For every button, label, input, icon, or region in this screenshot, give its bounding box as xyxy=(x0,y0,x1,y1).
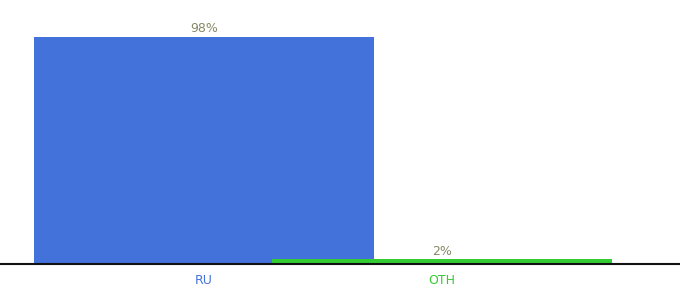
Bar xyxy=(34,37,374,264)
Text: 2%: 2% xyxy=(432,244,452,257)
Bar xyxy=(272,260,612,264)
Text: 98%: 98% xyxy=(190,22,218,35)
